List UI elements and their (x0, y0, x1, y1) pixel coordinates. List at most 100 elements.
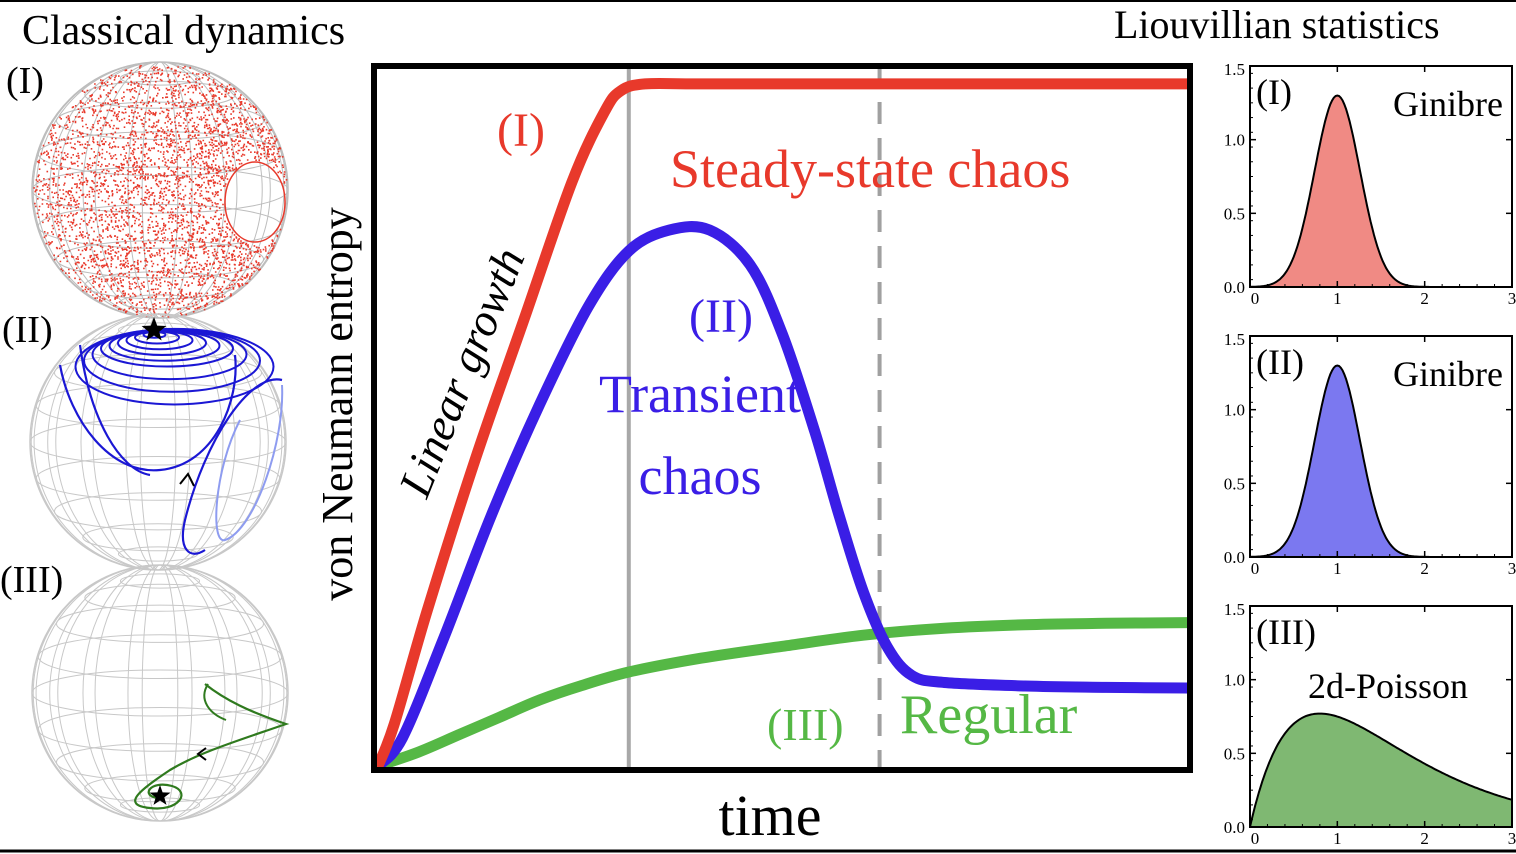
x-tick-label: 1 (1333, 829, 1342, 848)
latitude-line (37, 634, 283, 680)
panel-title: Ginibre (1393, 84, 1503, 124)
latitude-line (37, 706, 283, 752)
x-tick-label: 0 (1251, 829, 1260, 848)
y-tick-label: 1.5 (1224, 60, 1245, 79)
sphere-phase-space-1 (31, 61, 289, 319)
distribution-curve (1249, 712, 1513, 828)
y-axis-label: von Neumann entropy (313, 207, 362, 600)
latitude-line (84, 774, 236, 803)
curve-2-label: (II) (689, 290, 753, 343)
y-tick-label: 0.0 (1224, 278, 1245, 297)
curve-1-text: Steady-state chaos (670, 139, 1070, 199)
latitude-line (82, 523, 234, 552)
curve-regular (372, 617, 1193, 772)
curve-2-text-line2: chaos (639, 446, 762, 506)
y-tick-label: 1.5 (1224, 600, 1245, 619)
x-tick-label: 2 (1420, 829, 1429, 848)
longitude-line (57, 564, 263, 822)
curve-1-label: (I) (497, 104, 545, 157)
sphere-outline (29, 313, 287, 571)
latitude-line (55, 743, 265, 782)
latitude-line (53, 492, 263, 531)
distribution-fill (1250, 713, 1512, 827)
distribution-curve (1249, 364, 1512, 558)
y-tick-label: 1.0 (1224, 131, 1245, 150)
y-tick-label: 1.0 (1224, 671, 1245, 690)
y-tick-label: 0.0 (1224, 818, 1245, 837)
x-tick-label: 3 (1508, 559, 1516, 578)
sphere-label-2: (II) (2, 309, 53, 351)
longitude-line (127, 564, 193, 822)
x-tick-label: 1 (1333, 289, 1342, 308)
y-tick-label: 0.5 (1224, 744, 1245, 763)
longitude-line (82, 564, 238, 822)
panel-label: (I) (1256, 72, 1292, 112)
sphere-label-3: (III) (0, 559, 63, 601)
latitude-line (119, 70, 201, 86)
latitude-line (29, 418, 287, 466)
trajectory-curve (134, 683, 290, 810)
curve-2-text-line1: Transient (599, 364, 801, 424)
latitude-line (55, 101, 265, 140)
liouvillian-panel-1: 0.0 0.5 1.0 1.5 0 1 2 3 (I) Ginibre (1224, 60, 1516, 308)
longitude-line (92, 313, 224, 571)
trajectory-front (58, 344, 237, 477)
distribution-fill (1250, 365, 1512, 557)
latitude-line (31, 669, 289, 717)
latitude-line (84, 583, 236, 612)
liouvillian-panel-3: 0.0 0.5 1.0 1.5 0 1 2 3 (III) 2d-Poisson (1224, 600, 1516, 848)
latitude-line (55, 604, 265, 643)
latitude-line (35, 455, 281, 501)
liouvillian-panel-2: 0.0 0.5 1.0 1.5 0 1 2 3 (II) Ginibre (1224, 330, 1516, 578)
star-icon (149, 785, 171, 805)
curve-steady-state-chaos (372, 77, 1193, 772)
x-tick-label: 2 (1420, 289, 1429, 308)
latitude-line (119, 573, 201, 589)
longitude-line (33, 313, 283, 571)
x-tick-label: 0 (1251, 559, 1260, 578)
x-tick-label: 2 (1420, 559, 1429, 578)
trajectory-back (215, 384, 284, 542)
trajectory-arrow (196, 747, 207, 761)
sphere-phase-space-2 (29, 313, 287, 571)
right-title: Liouvillian statistics (1114, 2, 1440, 47)
sphere-phase-space-3 (31, 564, 290, 822)
sphere-label-1: (I) (6, 60, 44, 102)
longitude-line (141, 564, 179, 822)
x-tick-label: 1 (1333, 559, 1342, 578)
x-axis-label: time (718, 783, 821, 848)
y-tick-label: 0.5 (1224, 204, 1245, 223)
spiral-loop (74, 327, 275, 406)
trajectory-lower (181, 378, 283, 555)
regular-island (224, 161, 286, 243)
curve-transient-chaos (372, 221, 1193, 772)
main-chart-frame (371, 63, 1193, 773)
left-title: Classical dynamics (22, 8, 345, 54)
latitude-line (31, 166, 289, 214)
star-icon (141, 317, 167, 341)
curve-3-text: Regular (900, 684, 1078, 746)
distribution-fill (1250, 95, 1512, 287)
x-tick-label: 0 (1251, 289, 1260, 308)
x-tick-label: 3 (1508, 289, 1516, 308)
y-tick-label: 0.5 (1224, 474, 1245, 493)
y-tick-label: 1.5 (1224, 330, 1245, 349)
longitude-line (35, 564, 285, 822)
distribution-curve (1249, 94, 1512, 288)
trajectory-arrow (179, 472, 195, 487)
y-tick-label: 1.0 (1224, 401, 1245, 420)
longitude-line (139, 313, 177, 571)
main-entropy-chart: time von Neumann entropy Linear growth (… (313, 63, 1193, 848)
sphere-outline (31, 564, 289, 822)
latitude-line (119, 294, 201, 310)
panel-title: 2d-Poisson (1308, 666, 1468, 706)
trajectory-tail (203, 683, 227, 721)
y-tick-label: 0.0 (1224, 548, 1245, 567)
panel-label: (III) (1256, 612, 1316, 652)
curve-3-label: (III) (767, 699, 844, 750)
panel-title: Ginibre (1393, 354, 1503, 394)
panel-label: (II) (1256, 342, 1304, 382)
x-tick-label: 3 (1508, 829, 1516, 848)
scatter-points (33, 65, 288, 318)
